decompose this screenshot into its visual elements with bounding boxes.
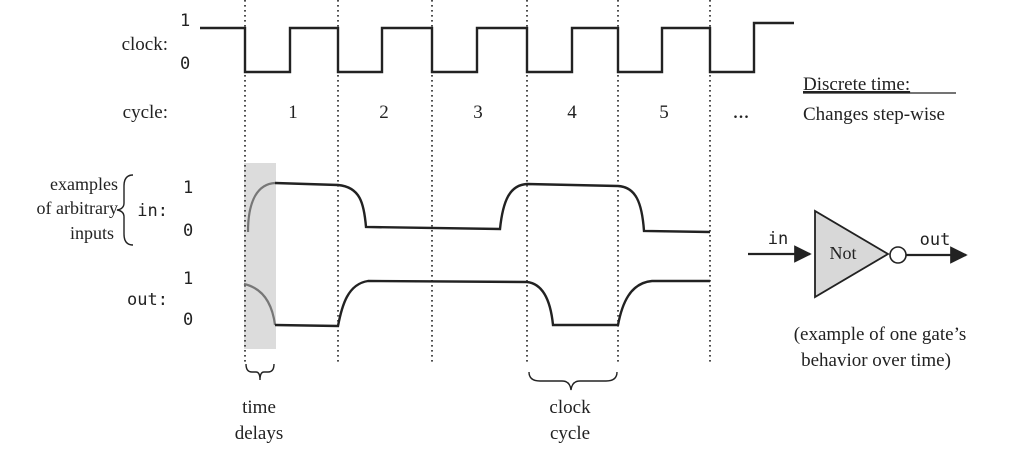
gate-note-line: (example of one gate’s bbox=[794, 324, 967, 345]
in-delay-curve bbox=[246, 181, 276, 233]
time-delays-line: delays bbox=[235, 423, 284, 444]
cycle-number: 4 bbox=[567, 102, 577, 123]
gate-name: Not bbox=[830, 243, 857, 263]
discrete-time-title: Discrete time: bbox=[803, 74, 910, 95]
inputs-note-brace bbox=[116, 174, 134, 246]
inputs-note-line: of arbitrary bbox=[37, 198, 118, 218]
in-label: in: bbox=[137, 201, 168, 221]
time-delays-line: time bbox=[242, 397, 276, 418]
cycle-number: 3 bbox=[473, 102, 483, 123]
clock-cycle-brace bbox=[528, 371, 618, 391]
in-waveform bbox=[274, 181, 711, 234]
out-delay-curve bbox=[243, 282, 277, 326]
time-delays-brace bbox=[245, 363, 275, 381]
clock-label: clock: bbox=[122, 34, 168, 55]
out-waveform bbox=[274, 279, 710, 328]
clock-high-level: 1 bbox=[180, 11, 190, 31]
inputs-note-line: inputs bbox=[70, 223, 114, 243]
clock-cycle-line: clock bbox=[549, 397, 591, 418]
cycle-number: 5 bbox=[659, 102, 669, 123]
gate-output-label: out bbox=[920, 230, 951, 250]
out-low-level: 0 bbox=[183, 310, 193, 330]
clock-low-level: 0 bbox=[180, 54, 190, 74]
in-high-level: 1 bbox=[183, 178, 193, 198]
discrete-time-subtitle: Changes step-wise bbox=[803, 104, 945, 125]
clock-waveform bbox=[200, 21, 794, 74]
time-delay-shading bbox=[244, 163, 276, 349]
cycle-number: 2 bbox=[379, 102, 389, 123]
gate-note-line: behavior over time) bbox=[801, 350, 951, 371]
inverter-bubble bbox=[889, 246, 907, 264]
cycle-ellipsis: ... bbox=[733, 98, 750, 123]
in-low-level: 0 bbox=[183, 221, 193, 241]
out-label: out: bbox=[127, 290, 168, 310]
not-gate-body bbox=[814, 209, 890, 299]
inputs-note-line: examples bbox=[50, 174, 118, 194]
out-high-level: 1 bbox=[183, 269, 193, 289]
cycle-number: 1 bbox=[288, 102, 298, 123]
clock-cycle-line: cycle bbox=[550, 423, 590, 444]
gate-input-label: in bbox=[768, 229, 788, 249]
cycle-label: cycle: bbox=[123, 102, 168, 123]
